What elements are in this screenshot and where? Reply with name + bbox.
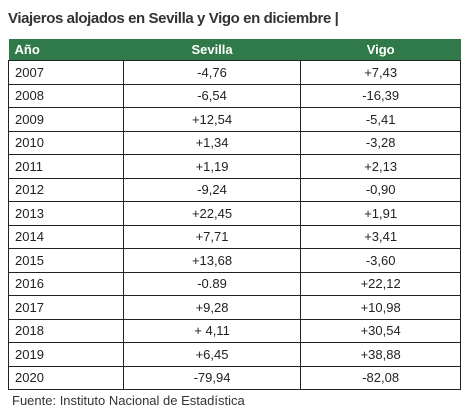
value-cell: +6,45 (122, 342, 302, 367)
year-cell: 2016 (8, 271, 124, 296)
table-row: 2010 +1,34 -3,28 (8, 130, 461, 155)
value-cell: -0.89 (122, 271, 302, 296)
year-cell: 2012 (8, 177, 124, 202)
table-row: 2013 +22,45 +1,91 (8, 201, 461, 226)
table-row: 2019 +6,45 +38,88 (8, 342, 461, 367)
table-row: 2016 -0.89 +22,12 (8, 271, 461, 296)
table-row: 2014 +7,71 +3,41 (8, 224, 461, 249)
table-row: 2009 +12,54 -5,41 (8, 107, 461, 132)
table-row: 2017 +9,28 +10,98 (8, 295, 461, 320)
value-cell: -9,24 (122, 177, 302, 202)
table-body: 2007 -4,76 +7,43 2008 -6,54 -16,39 2009 +12,54-… (8, 60, 461, 390)
value-cell: +3,41 (300, 224, 461, 249)
year-cell: 2017 (8, 295, 124, 320)
table-row: 2012 -9,24 -0,90 (8, 177, 461, 202)
year-cell: 2013 (8, 201, 124, 226)
header-row: Año Sevilla Vigo (8, 39, 461, 61)
year-cell: 2014 (8, 224, 124, 249)
column-header: Año (8, 39, 124, 61)
value-cell: +7,43 (300, 60, 461, 85)
year-cell: 2009 (8, 107, 124, 132)
column-header: Sevilla (123, 39, 301, 61)
value-cell: +1,19 (122, 154, 302, 179)
value-cell: -0,90 (300, 177, 461, 202)
value-cell: -5,41 (300, 107, 461, 132)
source-note: Fuente: Instituto Nacional de Estadístic… (12, 393, 245, 408)
year-cell: 2018 (8, 318, 124, 343)
year-cell: 2019 (8, 342, 124, 367)
value-cell: -3,60 (300, 248, 461, 273)
value-cell: +12,54 (122, 107, 302, 132)
value-cell: +9,28 (122, 295, 302, 320)
value-cell: +30,54 (300, 318, 461, 343)
value-cell: -4,76 (122, 60, 302, 85)
year-cell: 2011 (8, 154, 124, 179)
value-cell: + 4,11 (122, 318, 302, 343)
value-cell: +22,12 (300, 271, 461, 296)
value-cell: +1,34 (122, 130, 302, 155)
value-cell: +13,68 (122, 248, 302, 273)
table-row: 2011 +1,19 +2,13 (8, 154, 461, 179)
value-cell: -3,28 (300, 130, 461, 155)
value-cell: +38,88 (300, 342, 461, 367)
year-cell: 2007 (8, 60, 124, 85)
value-cell: +1,91 (300, 201, 461, 226)
year-cell: 2020 (8, 365, 124, 390)
value-cell: +10,98 (300, 295, 461, 320)
column-header: Vigo (300, 39, 461, 61)
value-cell: +2,13 (300, 154, 461, 179)
table-row: 2007 -4,76 +7,43 (8, 60, 461, 85)
title: Viajeros alojados en Sevilla y Vigo en d… (8, 10, 339, 27)
data-table: Año Sevilla Vigo 2007 -4,76 +7,43 2008 -6,54 -1… (8, 39, 461, 390)
value-cell: -6,54 (122, 83, 302, 108)
table-row: 2020 -79,94 -82,08 (8, 365, 461, 390)
value-cell: -82,08 (300, 365, 461, 390)
value-cell: -79,94 (122, 365, 302, 390)
table-row: 2018 + 4,11 +30,54 (8, 318, 461, 343)
year-cell: 2015 (8, 248, 124, 273)
table-row: 2015 +13,68 -3,60 (8, 248, 461, 273)
year-cell: 2010 (8, 130, 124, 155)
value-cell: +7,71 (122, 224, 302, 249)
year-cell: 2008 (8, 83, 124, 108)
value-cell: +22,45 (122, 201, 302, 226)
table-row: 2008 -6,54 -16,39 (8, 83, 461, 108)
value-cell: -16,39 (300, 83, 461, 108)
